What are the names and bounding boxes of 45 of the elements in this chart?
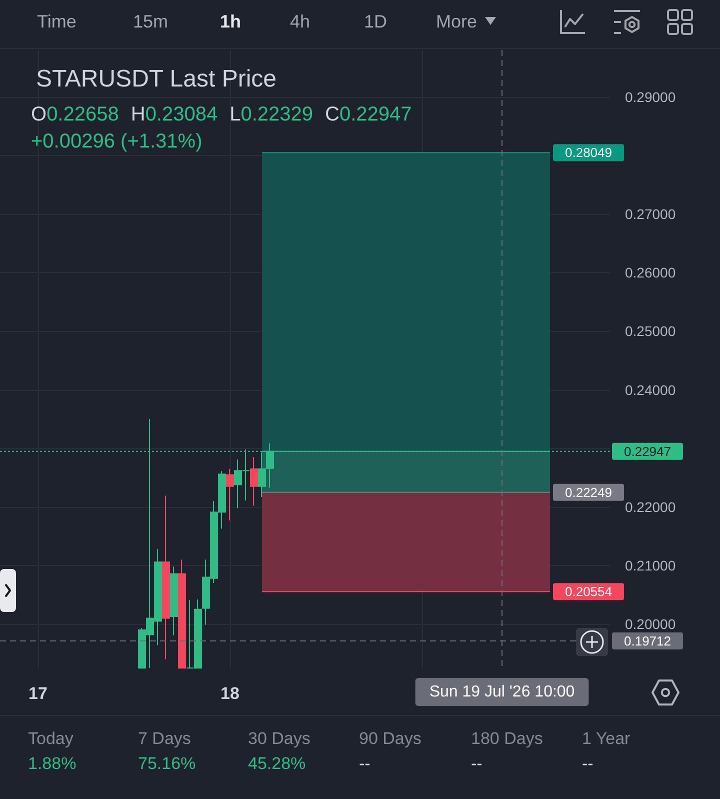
ref-line-label: 0.19712 <box>624 633 671 648</box>
text: Time <box>37 12 76 32</box>
candlestick <box>170 566 178 636</box>
y-tick-label: 0.24000 <box>625 382 676 398</box>
annotation: O0.22658 <box>31 104 119 126</box>
annotation: +0.00296 (+1.31%) <box>31 130 202 154</box>
y-tick-label: 0.26000 <box>625 264 676 281</box>
text: -- <box>582 754 594 774</box>
y-tick-label: 0.25000 <box>625 323 676 340</box>
data-label: 0.28049 <box>565 145 612 160</box>
text: 1D <box>364 12 388 32</box>
annotation: C0.22947 <box>325 104 412 126</box>
text: 4h <box>290 12 310 32</box>
text: -- <box>471 754 482 774</box>
text: 45.28% <box>248 754 306 774</box>
y-tick-label: 0.29000 <box>625 88 676 105</box>
y-tick-label: 0.22000 <box>625 498 676 515</box>
candlestick <box>226 468 234 521</box>
ref-line-label: 0.22947 <box>624 444 671 459</box>
text: 1h <box>220 12 242 32</box>
text: 180 Days <box>471 729 543 749</box>
y-tick-label: 0.20000 <box>625 616 676 632</box>
annotation: L0.22329 <box>230 104 314 126</box>
x-tick-label: 18 <box>220 684 240 703</box>
ref-line-label: Sun 19 Jul '26 10:00 <box>429 684 575 700</box>
text: 7 Days <box>138 729 191 749</box>
text: More <box>436 12 478 32</box>
y-tick-label: 0.27000 <box>625 206 676 222</box>
text: STARUSDT Last Price <box>36 66 277 92</box>
annotation: H0.23084 <box>130 104 218 126</box>
candlestick <box>250 456 258 506</box>
text: Today <box>28 729 74 749</box>
x-tick-label: 17 <box>28 684 48 703</box>
data-label: 0.22249 <box>565 484 612 500</box>
text: 1.88% <box>28 754 76 774</box>
text: 1 Year <box>582 729 630 749</box>
candlestick <box>162 495 170 660</box>
data-label: 0.20554 <box>565 584 612 600</box>
text: -- <box>359 754 370 774</box>
y-tick-label: 0.21000 <box>625 557 676 574</box>
candlestick <box>178 559 186 668</box>
text: 90 Days <box>359 729 422 749</box>
text: 75.16% <box>138 754 196 774</box>
text: 15m <box>133 12 168 32</box>
text: 30 Days <box>248 729 310 749</box>
